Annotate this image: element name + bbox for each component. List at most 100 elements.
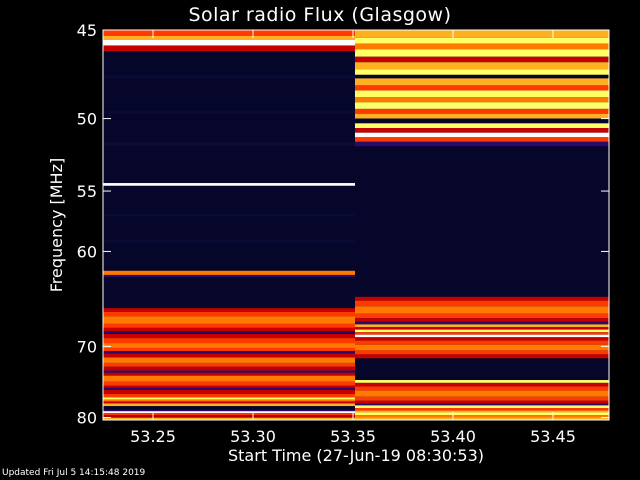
segment-1-band-25 xyxy=(103,357,355,363)
segment-2-band-45 xyxy=(355,405,609,409)
segment-2-band-48 xyxy=(355,412,609,416)
segment-2-band-49 xyxy=(355,415,609,418)
segment-1-band-28 xyxy=(103,370,355,373)
segment-2-band-19 xyxy=(355,132,609,138)
segment-1-band-14 xyxy=(103,311,355,317)
y-axis: 45 50 55 60 70 80 xyxy=(77,21,609,428)
segment-1-band-42 xyxy=(103,413,355,416)
y-tick-label: 60 xyxy=(77,242,97,261)
segment-2-band-15 xyxy=(355,113,609,119)
plot-area xyxy=(103,30,609,420)
segment-2-band-6 xyxy=(355,62,609,70)
segment-1-band-21 xyxy=(103,343,355,348)
segment-2-band-40 xyxy=(355,386,609,391)
x-tick-label: 53.25 xyxy=(130,427,176,446)
segment-2-band-31 xyxy=(355,332,609,335)
segment-2-band-39 xyxy=(355,382,609,387)
plot-frame xyxy=(102,29,610,421)
segment-1-band-12 xyxy=(103,274,355,277)
segment-2-band-27 xyxy=(355,321,609,325)
segment-1-band-5 xyxy=(103,74,355,79)
segment-1-band-41 xyxy=(103,411,355,414)
segment-2-band-2 xyxy=(355,37,609,44)
segment-2-band-23 xyxy=(355,300,609,307)
x-tick-label: 53.45 xyxy=(530,427,576,446)
chart-title: Solar radio Flux (Glasgow) xyxy=(188,4,452,26)
segment-1-band-38 xyxy=(103,401,355,404)
y-tick-label: 80 xyxy=(77,409,97,428)
segment-1-band-23 xyxy=(103,351,355,354)
y-tick-label: 50 xyxy=(77,110,97,129)
segment-1-band-34 xyxy=(103,389,355,395)
segment-1-band-30 xyxy=(103,375,355,382)
segment-1-band-29 xyxy=(103,372,355,376)
segment-1-band-1 xyxy=(103,30,355,36)
segment-2-band-26 xyxy=(355,318,609,322)
segment-2-band-20 xyxy=(355,137,609,142)
segment-2-band-1 xyxy=(355,30,609,38)
segment-2-band-47 xyxy=(355,410,609,413)
segment-1-band-44 xyxy=(103,417,355,420)
y-axis-title: Frequency [MHz] xyxy=(47,158,66,292)
segment-2-band-46 xyxy=(355,408,609,411)
segment-1-band-19 xyxy=(103,333,355,339)
x-tick-label: 53.35 xyxy=(330,427,376,446)
segment-1-band-15 xyxy=(103,316,355,324)
segment-2-band-9 xyxy=(355,78,609,86)
segment-2-band-37 xyxy=(355,354,609,359)
segment-2-band-21 xyxy=(355,141,609,147)
segment-2-band-35 xyxy=(355,344,609,351)
segment-1-band-33 xyxy=(103,387,355,390)
segment-1-band-3 xyxy=(103,39,355,46)
segment-2-band-42 xyxy=(355,396,609,401)
segment-2-band-3 xyxy=(355,43,609,50)
y-tick-label: 45 xyxy=(77,21,97,40)
segment-1-band-39 xyxy=(103,403,355,407)
segment-2-band-13 xyxy=(355,102,609,109)
x-tick-label: 53.30 xyxy=(230,427,276,446)
segment-1-band-36 xyxy=(103,397,355,400)
segment-2-band-34 xyxy=(355,340,609,345)
segment-2-band-17 xyxy=(355,123,609,129)
segment-2-band-11 xyxy=(355,90,609,98)
segment-1-band-43 xyxy=(103,415,355,417)
segment-2-band-22 xyxy=(355,296,609,301)
segment-2-band-29 xyxy=(355,326,609,330)
segment-1-band-8 xyxy=(103,183,355,186)
y-tick-label: 55 xyxy=(77,182,97,201)
updated-timestamp: Updated Fri Jul 5 14:15:48 2019 xyxy=(2,468,146,478)
segment-2-band-7 xyxy=(355,69,609,75)
segment-2-band-12 xyxy=(355,97,609,103)
segment-1-band-32 xyxy=(103,385,355,388)
segment-2-band-16 xyxy=(355,118,609,124)
x-axis-title: Start Time (27-Jun-19 08:30:53) xyxy=(228,446,484,465)
segment-2-band-43 xyxy=(355,400,609,404)
segment-2-band-8 xyxy=(355,74,609,79)
segment-1-band-17 xyxy=(103,327,355,332)
segment-2-band-50 xyxy=(355,417,609,420)
x-tick-label: 53.40 xyxy=(430,427,476,446)
segment-1-band-27 xyxy=(103,366,355,371)
segment-1-band-11 xyxy=(103,270,355,275)
segment-1-band-13 xyxy=(103,308,355,312)
segment-2-band-4 xyxy=(355,49,609,57)
segment-1-band-2 xyxy=(103,35,355,40)
segment-2-band-10 xyxy=(355,85,609,91)
segment-2-band-41 xyxy=(355,390,609,397)
segment-1-band-20 xyxy=(103,338,355,344)
segment-2-band-36 xyxy=(355,350,609,355)
segment-1-band-26 xyxy=(103,362,355,367)
segment-2-band-24 xyxy=(355,306,609,314)
segment-1-band-31 xyxy=(103,381,355,386)
segment-1-band-6 xyxy=(103,110,355,114)
segment-1-band-9 xyxy=(103,214,355,217)
x-axis: 53.25 53.30 53.35 53.40 53.45 xyxy=(130,30,576,446)
segment-1-band-37 xyxy=(103,399,355,402)
segment-1-band-10 xyxy=(103,240,355,243)
segment-2-band-18 xyxy=(355,128,609,133)
segment-1-band-40 xyxy=(103,409,355,412)
segment-2-band-28 xyxy=(355,324,609,327)
segment-2-band-5 xyxy=(355,56,609,63)
segment-1-band-35 xyxy=(103,394,355,398)
